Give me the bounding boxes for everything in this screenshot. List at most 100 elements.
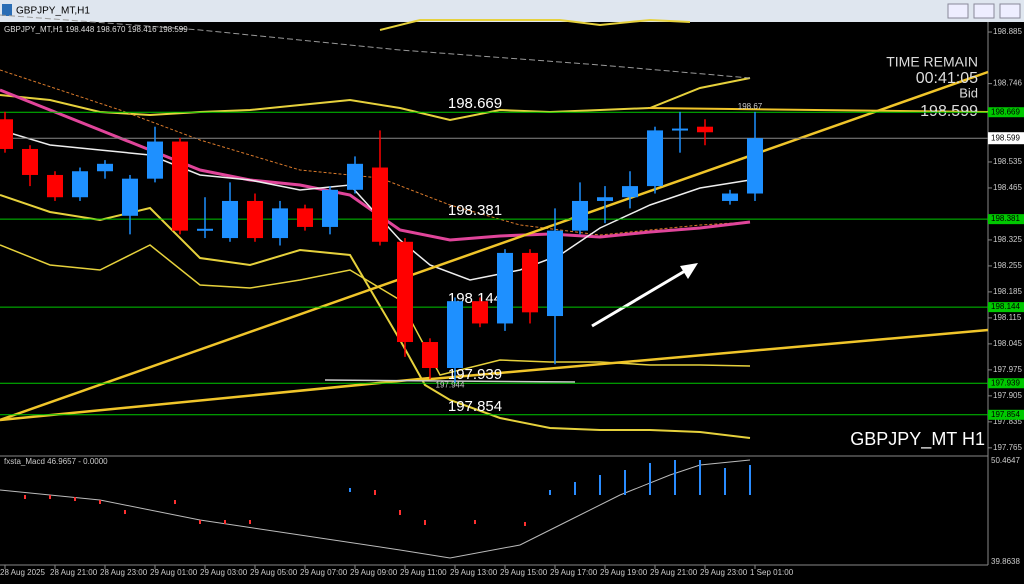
level-box	[988, 409, 1024, 420]
candle-body	[622, 186, 638, 198]
x-tick-label: 29 Aug 05:00	[250, 568, 298, 577]
x-tick-label: 29 Aug 01:00	[150, 568, 198, 577]
candle-body	[72, 171, 88, 198]
app-icon	[2, 4, 12, 16]
candle-body	[272, 208, 288, 239]
candle-body	[0, 119, 13, 149]
candle-body	[597, 197, 613, 201]
level-label: 198.669	[448, 95, 502, 112]
macd-neg	[24, 490, 526, 526]
level-box-label: 197.854	[991, 410, 1020, 419]
level-label: 198.381	[448, 202, 502, 219]
long-ma	[0, 14, 751, 79]
arrow-shaft	[591, 266, 691, 328]
y-tick-label: 198.535	[993, 157, 1022, 166]
symbol-label: GBPJPY_MT H1	[850, 429, 985, 450]
low-line	[324, 379, 576, 383]
x-tick-label: 29 Aug 03:00	[200, 568, 248, 577]
top-band	[379, 18, 691, 31]
x-tick-label: 29 Aug 07:00	[300, 568, 348, 577]
x-tick-label: 28 Aug 2025	[0, 568, 45, 577]
level-box-label: 198.144	[991, 302, 1020, 311]
candle-body	[397, 241, 413, 343]
macd-title: fxsta_Macd 46.9657 - 0.0000	[4, 457, 108, 466]
level-box-label: 198.669	[991, 107, 1020, 116]
candle-body	[572, 200, 588, 231]
candle-body	[197, 228, 213, 231]
time-remain: 00:41:05	[916, 70, 978, 87]
y-tick-label: 198.045	[993, 339, 1022, 348]
level-box	[988, 378, 1024, 389]
candle-body	[297, 208, 313, 227]
arrow-head	[680, 263, 698, 279]
candle-body	[122, 178, 138, 216]
inner-lower-band	[0, 244, 751, 376]
y-tick-label: 198.185	[993, 287, 1022, 296]
y-tick-label: 197.835	[993, 417, 1022, 426]
candle-body	[522, 252, 538, 313]
level-box	[988, 214, 1024, 225]
y-tick-label: 197.765	[993, 443, 1022, 452]
level-label: 197.939	[448, 366, 502, 383]
level-box-label: 198.381	[991, 214, 1020, 223]
restore-button[interactable]	[973, 3, 995, 19]
candle-body	[447, 301, 463, 369]
y-tick-label: 198.325	[993, 235, 1022, 244]
bid-box	[988, 132, 1024, 145]
high-line	[647, 107, 989, 113]
trend-line	[0, 70, 989, 422]
candle-body	[672, 128, 688, 131]
x-tick-label: 29 Aug 15:00	[500, 568, 548, 577]
candle-body	[722, 193, 738, 201]
y-tick-label: 198.255	[993, 261, 1022, 270]
candle-body	[247, 200, 263, 239]
level-box	[988, 302, 1024, 313]
bid-label: Bid	[959, 85, 978, 100]
y-tick-label: 198.465	[993, 183, 1022, 192]
macd-tick-label: 39.8638	[991, 557, 1020, 566]
candle-body	[172, 141, 188, 231]
candle-body	[222, 200, 238, 239]
x-tick-label: 29 Aug 09:00	[350, 568, 398, 577]
candle-body	[547, 230, 563, 317]
minimize-button[interactable]	[947, 3, 969, 19]
y-tick-label: 198.115	[993, 313, 1022, 322]
x-tick-label: 28 Aug 23:00	[100, 568, 148, 577]
y-tick-label: 198.746	[993, 79, 1022, 88]
macd-pos	[349, 460, 751, 495]
candle-body	[347, 163, 363, 190]
x-tick-label: 29 Aug 17:00	[550, 568, 598, 577]
x-tick-label: 29 Aug 23:00	[700, 568, 748, 577]
window-title: GBPJPY_MT,H1	[16, 6, 90, 17]
x-tick-label: 29 Aug 19:00	[600, 568, 648, 577]
level-box	[988, 107, 1024, 118]
candle-body	[47, 174, 63, 198]
x-tick-label: 29 Aug 11:00	[400, 568, 447, 577]
upper-band	[0, 77, 751, 122]
x-tick-label: 29 Aug 13:00	[450, 568, 498, 577]
level-box-label: 197.939	[991, 378, 1020, 387]
candle-body	[697, 126, 713, 133]
title-bar	[0, 0, 1024, 22]
candle-body	[422, 342, 438, 369]
candle-body	[747, 138, 763, 194]
close-button[interactable]	[999, 3, 1021, 19]
time-remain-label: TIME REMAIN	[886, 54, 978, 70]
y-tick-label: 197.975	[993, 365, 1022, 374]
chart-header: GBPJPY_MT,H1 198.448 198.670 198.416 198…	[4, 25, 188, 34]
candle-body	[147, 141, 163, 179]
support-line	[419, 328, 989, 382]
y-tick-label: 198.885	[993, 27, 1022, 36]
y-tick-label: 197.905	[993, 391, 1022, 400]
bid-box-label: 198.599	[991, 133, 1020, 142]
candle-body	[97, 163, 113, 172]
candle-body	[322, 189, 338, 227]
level-label: 197.854	[448, 398, 502, 415]
candle-body	[497, 252, 513, 324]
candle-body	[22, 148, 38, 175]
macd-plot	[0, 459, 751, 559]
candle-body	[647, 130, 663, 187]
candle-body	[372, 167, 388, 242]
